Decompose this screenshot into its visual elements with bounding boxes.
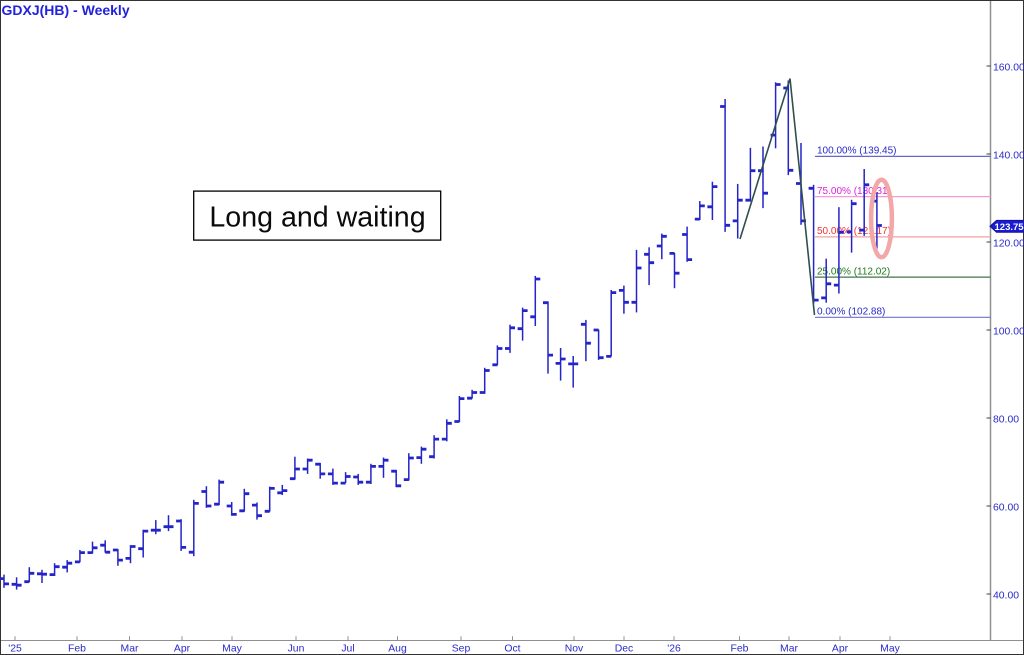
svg-text:'25: '25 [8, 644, 22, 655]
svg-text:'26: '26 [667, 644, 681, 655]
svg-text:Oct: Oct [504, 644, 520, 655]
svg-text:25.00% (112.02): 25.00% (112.02) [817, 266, 890, 277]
svg-text:Dec: Dec [615, 644, 633, 655]
svg-text:100.00% (139.45): 100.00% (139.45) [817, 146, 897, 157]
svg-text:75.00% (130.31): 75.00% (130.31) [817, 186, 891, 197]
svg-text:Jun: Jun [288, 644, 305, 655]
svg-text:Long and waiting: Long and waiting [209, 202, 425, 234]
svg-text:Feb: Feb [68, 644, 86, 655]
svg-text:GDXJ(HB) - Weekly: GDXJ(HB) - Weekly [2, 2, 130, 18]
svg-text:123.75: 123.75 [995, 222, 1024, 233]
svg-text:Feb: Feb [731, 644, 749, 655]
svg-text:100.00: 100.00 [993, 327, 1024, 338]
svg-text:Mar: Mar [121, 644, 139, 655]
svg-text:140.00: 140.00 [993, 151, 1024, 162]
svg-text:50.00% (121.17): 50.00% (121.17) [817, 226, 891, 237]
svg-text:120.00: 120.00 [993, 239, 1024, 250]
svg-text:60.00: 60.00 [993, 503, 1019, 514]
svg-text:Aug: Aug [388, 644, 407, 655]
svg-text:Apr: Apr [174, 644, 191, 655]
svg-text:Jul: Jul [341, 644, 354, 655]
svg-text:0.00% (102.88): 0.00% (102.88) [817, 307, 885, 318]
svg-text:160.00: 160.00 [993, 63, 1024, 74]
svg-text:Nov: Nov [565, 644, 584, 655]
svg-text:Apr: Apr [832, 644, 849, 655]
svg-text:May: May [222, 644, 242, 655]
svg-text:May: May [880, 644, 900, 655]
svg-text:80.00: 80.00 [993, 415, 1019, 426]
svg-text:40.00: 40.00 [993, 591, 1019, 602]
svg-text:Sep: Sep [452, 644, 471, 655]
svg-text:Mar: Mar [780, 644, 798, 655]
